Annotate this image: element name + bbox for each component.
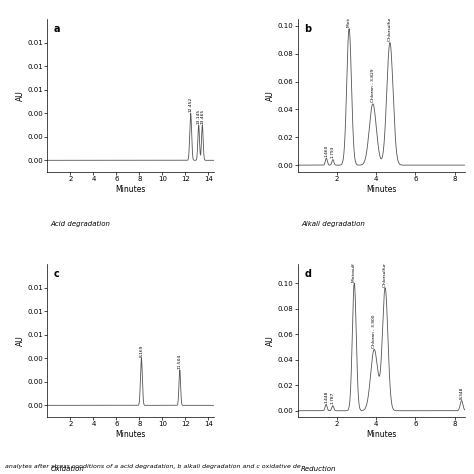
Text: 1.460: 1.460 — [324, 145, 328, 157]
Text: Chlorsulfuron - 4.457: Chlorsulfuron - 4.457 — [383, 241, 387, 287]
Text: 1.448: 1.448 — [324, 391, 328, 403]
Text: 11.504: 11.504 — [178, 353, 182, 369]
Text: 1.787: 1.787 — [331, 392, 335, 404]
Text: 8.348: 8.348 — [459, 387, 464, 399]
Text: a: a — [54, 24, 61, 34]
Y-axis label: AU: AU — [266, 335, 275, 346]
X-axis label: Minutes: Minutes — [366, 430, 396, 439]
Y-axis label: AU: AU — [16, 90, 25, 101]
Text: analytes after stress conditions of a acid degradation, b alkali degradation and: analytes after stress conditions of a ac… — [5, 464, 301, 469]
Text: Metosulfuron - 2.620: Metosulfuron - 2.620 — [347, 0, 351, 27]
Text: 8.169: 8.169 — [139, 345, 144, 357]
X-axis label: Minutes: Minutes — [116, 430, 146, 439]
Text: 1.793: 1.793 — [331, 146, 335, 158]
Text: Chlorsulfuron - 4.700: Chlorsulfuron - 4.700 — [388, 0, 392, 41]
X-axis label: Minutes: Minutes — [366, 185, 396, 194]
Text: 13.145: 13.145 — [197, 109, 201, 124]
Y-axis label: AU: AU — [16, 335, 25, 346]
Text: Chloran - 3.829: Chloran - 3.829 — [371, 69, 375, 102]
Text: Acid degradation: Acid degradation — [51, 221, 111, 227]
Text: 12.452: 12.452 — [189, 97, 193, 112]
Text: Alkali degradation: Alkali degradation — [301, 221, 365, 227]
Text: Oxidation: Oxidation — [51, 466, 85, 472]
Text: 13.465: 13.465 — [201, 109, 204, 124]
Text: c: c — [54, 269, 60, 279]
Text: Metosulfuron - 2.884: Metosulfuron - 2.884 — [352, 237, 356, 282]
Text: b: b — [304, 24, 311, 34]
Y-axis label: AU: AU — [266, 90, 275, 101]
X-axis label: Minutes: Minutes — [116, 185, 146, 194]
Text: Chloran - 3.900: Chloran - 3.900 — [372, 315, 376, 348]
Text: d: d — [304, 269, 311, 279]
Text: Reduction: Reduction — [301, 466, 337, 472]
